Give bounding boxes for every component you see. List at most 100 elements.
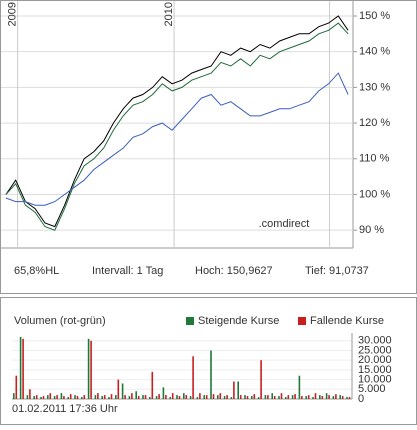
volume-bar [63,396,65,399]
volume-bar [335,394,337,399]
volume-bar [196,397,199,399]
legend-swatch [186,317,194,325]
volume-bar [319,395,321,399]
volume-bar [53,396,56,399]
y-tick-label: 140 % [359,46,390,58]
volume-bar [110,394,113,399]
y-tick-label: 150 % [359,10,390,22]
volume-bar [346,397,348,399]
x-tick-label: 2010 [163,2,175,26]
volume-bar [81,397,83,399]
volume-bar [47,395,49,399]
volume-bar [219,393,222,399]
volume-bar [312,397,314,399]
volume-bar [264,395,267,399]
volume-bar [117,379,120,399]
volume-bar [176,395,178,399]
volume-bar [314,393,317,399]
volume-bar [13,393,15,399]
volume-bar [56,395,58,399]
legend-label: Steigende Kurse [198,315,279,327]
footer: 01.02.2011 17:36 Uhr [12,403,118,415]
volume-bar [298,375,301,399]
volume-bar [151,371,154,399]
volume-bar [87,338,90,399]
volume-bar [101,396,103,399]
volume-bar [203,395,205,399]
volume-bar [239,395,242,399]
volume-bar [233,381,235,399]
volume-bar [135,391,137,399]
volume-bar [124,395,126,399]
y-tick-label: 30.000 [358,335,392,347]
volume-bar [237,381,239,399]
volume-bar [253,394,256,399]
info-text: Tief: 91,0737 [305,265,369,277]
volume-bar [183,393,185,399]
info-text: Intervall: 1 Tag [92,265,163,277]
volume-bar [328,395,330,399]
volume-panel [0,297,417,425]
volume-bar [97,393,99,399]
volume-bar [285,397,287,399]
y-tick-label: 10.000 [358,373,392,385]
volume-bar [69,394,72,399]
y-tick-label: 120 % [359,117,390,129]
volume-bar [301,396,303,399]
volume-bar [192,356,194,399]
volume-bar [305,396,307,399]
volume-bar [155,396,158,399]
volume-bar [33,396,35,399]
volume-bar [273,396,276,399]
volume-bar [307,395,310,399]
volume-bar [278,396,280,399]
volume-bar [178,396,181,399]
volume-bar [94,395,97,399]
volume-bar [257,397,260,399]
volume-bar [185,395,188,399]
volume-bar [332,396,335,399]
volume-bar [142,395,144,399]
y-tick-label: 0 [358,393,364,405]
volume-bar [15,375,18,399]
volume-bar [26,395,29,399]
volume-bar [103,395,106,399]
volume-bar [162,387,165,399]
y-tick-label: 110 % [359,153,390,165]
volume-bar [128,396,131,399]
price-line [5,15,349,228]
y-tick-label: 25.000 [358,344,392,356]
volume-bar [217,395,219,399]
volume-bar [287,395,290,399]
volume-bar [165,395,167,399]
volume-bar [291,395,294,399]
volume-bar [40,397,42,399]
volume-bar [42,396,45,399]
volume-bar [271,393,273,399]
info-text: Hoch: 150,9627 [195,265,273,277]
price-line [5,72,349,206]
volume-bar [294,394,296,399]
volume-bar [115,395,117,399]
volume-bar [226,395,228,399]
y-tick-label: 130 % [359,81,390,93]
price-panel [0,0,417,294]
volume-bar [212,394,215,399]
volume-bar [121,383,124,399]
volume-bar [341,396,344,399]
volume-bar [325,393,328,399]
volume-bar [244,395,246,399]
y-tick-label: 100 % [359,188,390,200]
volume-bar [339,395,341,399]
volume-bar [280,393,283,399]
y-tick-label: 5.000 [358,383,386,395]
volume-bar [144,395,147,399]
volume-bar [22,338,24,399]
volume-bar [158,394,160,399]
volume-bar [83,395,86,399]
legend-swatch [298,317,306,325]
volume-bar [35,395,38,399]
y-tick-label: 90 % [359,224,384,236]
watermark: .comdirect [259,218,310,230]
